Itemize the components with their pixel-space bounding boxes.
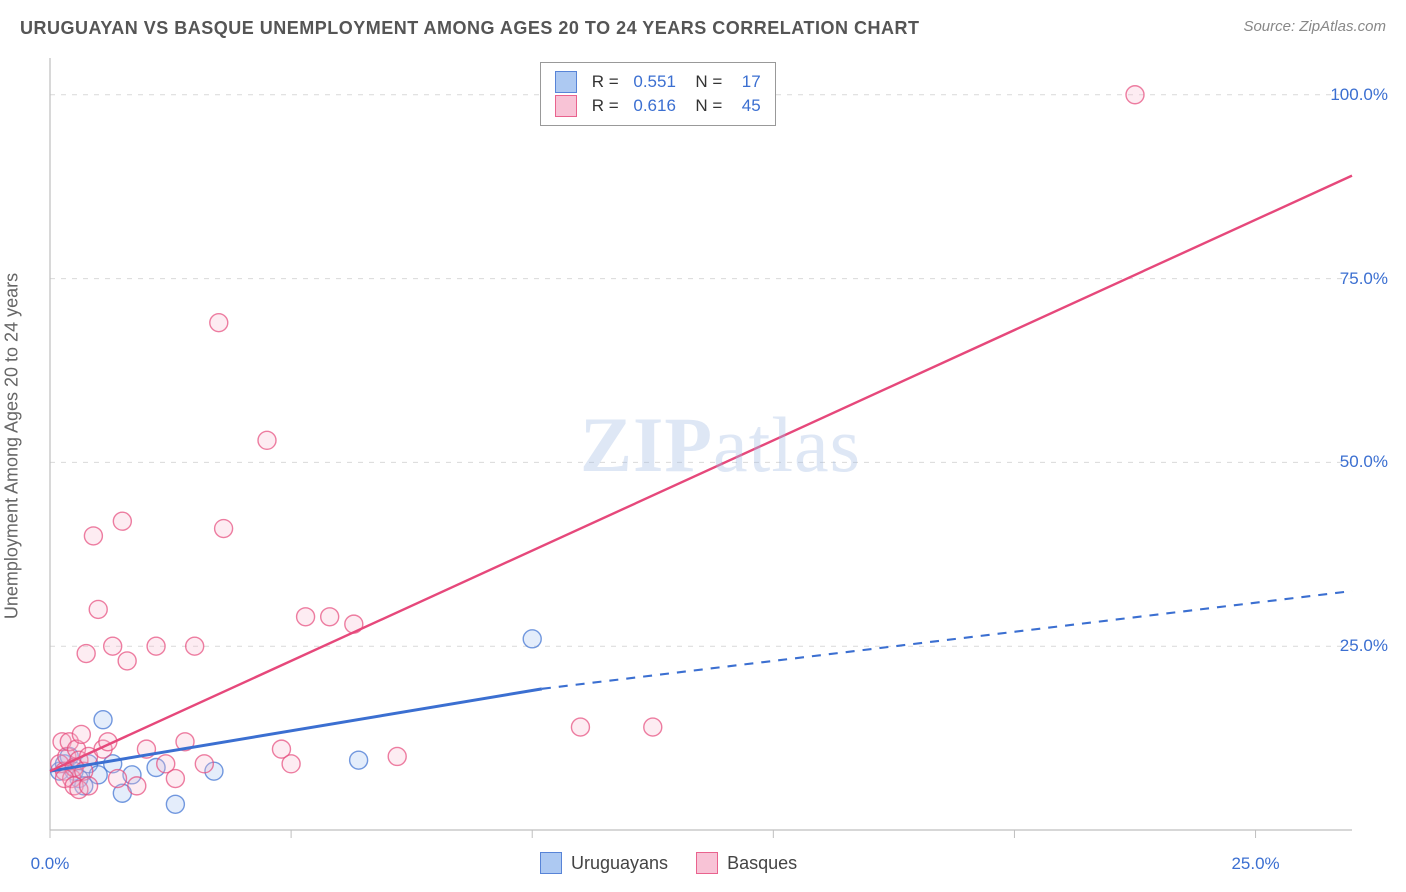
legend-n-label: N = (686, 72, 727, 92)
legend-stat-row: R = 0.616 N = 45 (555, 95, 761, 117)
scatter-plot-svg (0, 0, 1406, 892)
y-tick-label: 50.0% (1340, 452, 1388, 472)
y-tick-label: 100.0% (1330, 85, 1388, 105)
legend-swatch (555, 95, 577, 117)
legend-series: Uruguayans Basques (540, 852, 797, 874)
legend-swatch (696, 852, 718, 874)
legend-r-label: R = (587, 96, 623, 116)
x-tick-label-origin: 0.0% (31, 854, 70, 874)
chart-area: Unemployment Among Ages 20 to 24 years Z… (0, 0, 1406, 892)
legend-r-value: 0.616 (633, 96, 676, 116)
legend-r-value: 0.551 (633, 72, 676, 92)
legend-stat-row: R = 0.551 N = 17 (555, 71, 761, 93)
legend-swatch (540, 852, 562, 874)
y-tick-label: 25.0% (1340, 636, 1388, 656)
legend-r-label: R = (587, 72, 623, 92)
legend-series-name: Uruguayans (571, 853, 668, 874)
legend-series-item: Uruguayans (540, 852, 668, 874)
legend-n-value: 45 (737, 96, 761, 116)
legend-series-name: Basques (727, 853, 797, 874)
x-tick-label-end: 25.0% (1231, 854, 1279, 874)
legend-n-label: N = (686, 96, 727, 116)
legend-stats-box: R = 0.551 N = 17 R = 0.616 N = 45 (540, 62, 776, 126)
legend-n-value: 17 (737, 72, 761, 92)
legend-series-item: Basques (696, 852, 797, 874)
y-axis-label: Unemployment Among Ages 20 to 24 years (2, 273, 23, 619)
legend-swatch (555, 71, 577, 93)
y-tick-label: 75.0% (1340, 269, 1388, 289)
